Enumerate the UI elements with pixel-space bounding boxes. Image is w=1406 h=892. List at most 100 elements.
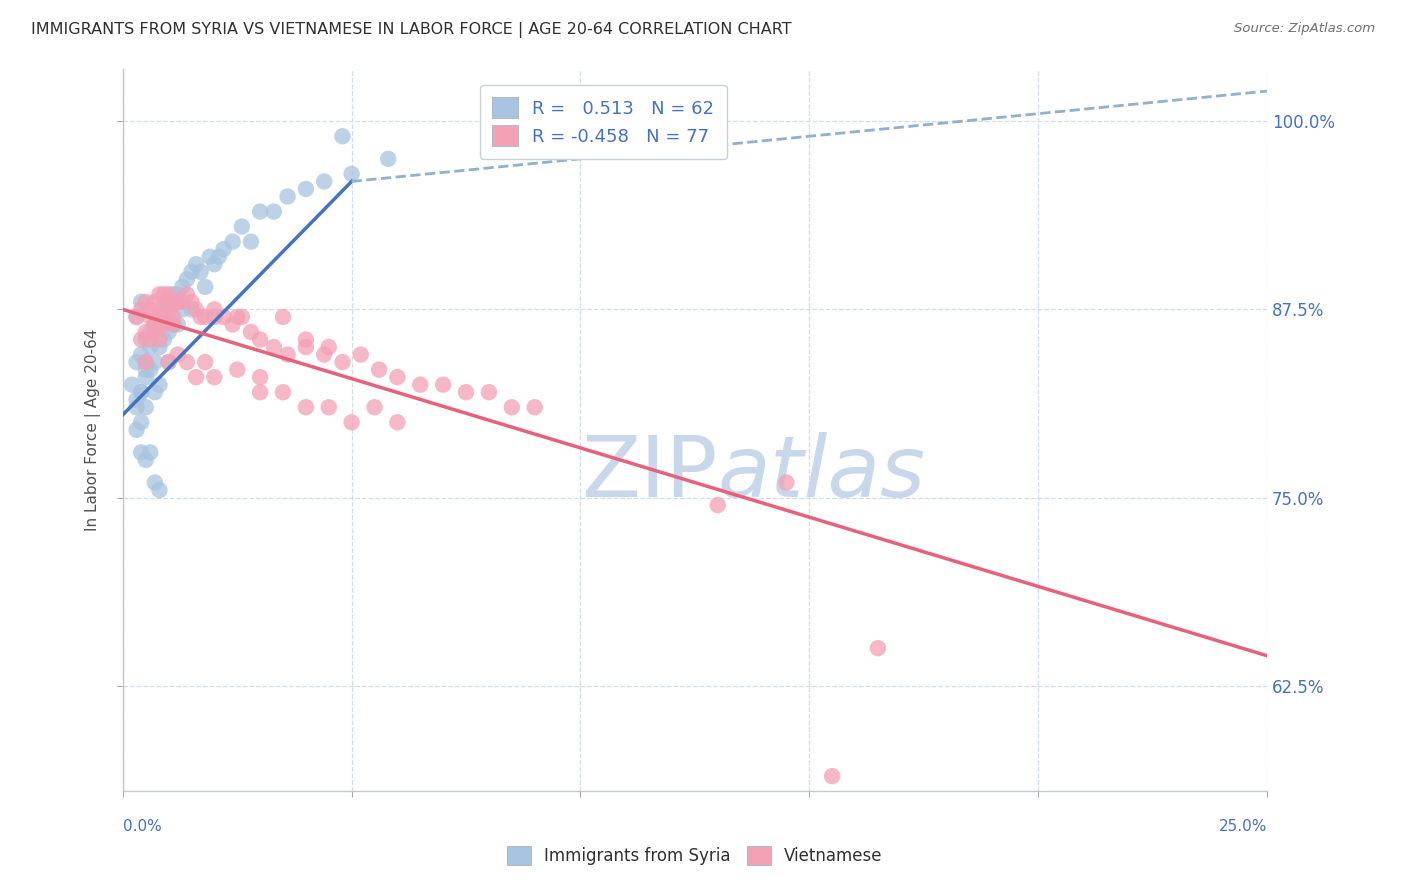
Point [139,362,162,376]
Point [166,287,188,301]
Point [148,287,170,301]
Point [314,347,336,361]
Point [153,333,176,347]
Point [157,310,180,324]
Point [277,347,299,361]
Point [139,310,162,324]
Point [363,401,385,415]
Point [153,310,176,324]
Point [184,302,207,317]
Point [135,401,157,415]
Point [148,318,170,332]
Legend: Immigrants from Syria, Vietnamese: Immigrants from Syria, Vietnamese [496,834,894,877]
Point [249,204,271,219]
Point [139,340,162,354]
Point [249,385,271,400]
Point [129,333,152,347]
Point [866,641,889,656]
Point [295,340,318,354]
Point [208,250,231,264]
Point [387,370,409,384]
Point [180,265,202,279]
Point [249,370,271,384]
Point [202,257,225,271]
Point [194,310,217,324]
Point [153,318,176,332]
Point [148,377,170,392]
Point [180,302,202,317]
Point [314,174,336,188]
Point [143,325,166,339]
Point [143,355,166,369]
Point [148,483,170,497]
Point [157,355,180,369]
Point [221,318,243,332]
Point [148,333,170,347]
Point [202,310,225,324]
Point [332,129,354,144]
Point [184,257,207,271]
Point [775,475,797,490]
Point [202,302,225,317]
Point [162,310,184,324]
Point [523,401,546,415]
Point [125,392,148,407]
Point [377,152,399,166]
Point [129,385,152,400]
Point [153,302,176,317]
Point [172,294,194,309]
Point [198,250,221,264]
Point [221,235,243,249]
Point [387,415,409,429]
Point [368,362,391,376]
Point [125,355,148,369]
Point [125,310,148,324]
Point [706,498,728,512]
Point [129,415,152,429]
Point [135,355,157,369]
Point [172,302,194,317]
Point [162,318,184,332]
Point [295,401,318,415]
Point [212,310,235,324]
Point [318,340,340,354]
Point [139,445,162,459]
Point [135,453,157,467]
Point [143,318,166,332]
Text: 0.0%: 0.0% [122,820,162,834]
Text: 25.0%: 25.0% [1219,820,1267,834]
Point [129,302,152,317]
Point [125,423,148,437]
Point [143,475,166,490]
Point [157,302,180,317]
Point [231,310,253,324]
Point [184,370,207,384]
Point [135,362,157,376]
Point [166,294,188,309]
Point [157,287,180,301]
Point [249,333,271,347]
Point [176,287,198,301]
Point [148,310,170,324]
Point [162,318,184,332]
Point [129,385,152,400]
Point [350,347,373,361]
Point [129,347,152,361]
Point [139,333,162,347]
Point [139,302,162,317]
Point [231,219,253,234]
Point [135,333,157,347]
Y-axis label: In Labor Force | Age 20-64: In Labor Force | Age 20-64 [86,328,101,531]
Text: Source: ZipAtlas.com: Source: ZipAtlas.com [1234,22,1375,36]
Point [190,310,212,324]
Point [148,302,170,317]
Point [135,294,157,309]
Point [212,242,235,256]
Point [295,333,318,347]
Text: atlas: atlas [717,432,925,515]
Point [226,362,249,376]
Point [166,347,188,361]
Point [121,377,143,392]
Point [277,189,299,203]
Point [332,355,354,369]
